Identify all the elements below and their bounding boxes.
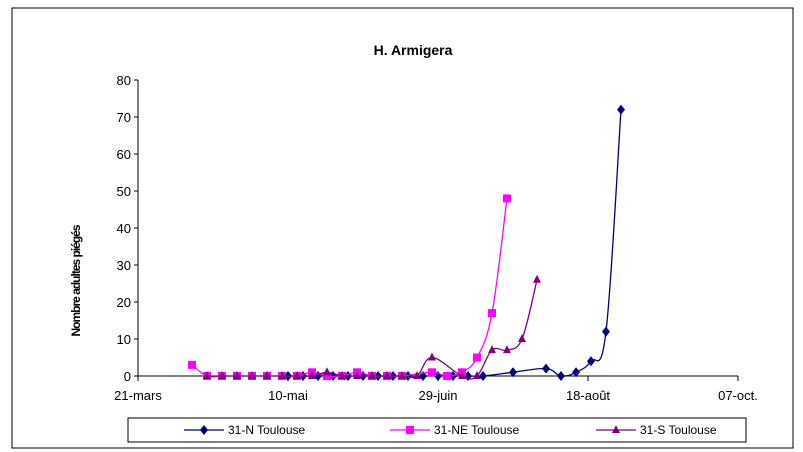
- data-point: [587, 356, 595, 367]
- y-tick-label: 80: [117, 73, 131, 88]
- data-point: [557, 371, 565, 381]
- y-tick-label: 70: [117, 110, 131, 125]
- data-point: [293, 371, 301, 379]
- data-point: [368, 371, 376, 379]
- data-point: [509, 367, 517, 378]
- series-layer: [188, 104, 625, 381]
- data-point: [188, 360, 196, 369]
- data-point: [218, 371, 226, 379]
- series-3: [203, 274, 541, 380]
- data-point: [503, 345, 511, 354]
- data-point: [443, 372, 451, 380]
- data-point: [479, 371, 487, 381]
- legend-item: 31-N Toulouse: [184, 423, 305, 437]
- data-point: [398, 371, 406, 379]
- data-point: [488, 309, 496, 318]
- legend-item: 31-S Toulouse: [596, 423, 717, 437]
- data-point: [428, 368, 436, 377]
- data-point: [572, 367, 580, 378]
- data-point: [413, 371, 421, 379]
- data-point: [473, 353, 481, 362]
- data-point: [488, 345, 496, 354]
- data-point: [473, 371, 481, 379]
- data-point: [428, 352, 436, 361]
- series-line: [207, 279, 538, 380]
- y-tick-label: 10: [117, 332, 131, 347]
- y-tick-label: 20: [117, 295, 131, 310]
- data-point: [263, 371, 271, 379]
- x-tick-label: 10-mai: [268, 388, 308, 403]
- x-tick-label: 29-juin: [418, 388, 457, 403]
- data-point: [323, 367, 331, 376]
- data-point: [617, 104, 625, 115]
- data-point: [338, 371, 346, 379]
- x-tick-label: 18-août: [566, 388, 610, 403]
- data-point: [518, 334, 526, 342]
- legend-marker: [406, 426, 414, 434]
- data-point: [542, 363, 550, 374]
- legend-marker: [200, 425, 208, 435]
- data-point: [203, 371, 211, 379]
- data-point: [503, 194, 511, 203]
- data-point: [602, 326, 610, 337]
- y-tick-label: 50: [117, 184, 131, 199]
- legend-label: 31-S Toulouse: [640, 423, 717, 437]
- data-point: [458, 371, 466, 379]
- chart-title: H. Armigera: [374, 42, 453, 58]
- data-point: [533, 274, 541, 283]
- legend-marker: [612, 425, 620, 433]
- legend-label: 31-NE Toulouse: [434, 423, 519, 437]
- data-point: [248, 371, 256, 379]
- y-tick-label: 60: [117, 147, 131, 162]
- x-tick-label: 07-oct.: [718, 388, 758, 403]
- legend: 31-N Toulouse 31-NE Toulouse 31-S Toulouse: [127, 417, 747, 443]
- y-tick-label: 40: [117, 221, 131, 236]
- data-point: [233, 371, 241, 379]
- data-point: [353, 371, 361, 379]
- y-tick-label: 30: [117, 258, 131, 273]
- data-point: [323, 372, 331, 380]
- legend-item: 31-NE Toulouse: [390, 423, 519, 437]
- data-point: [383, 371, 391, 379]
- y-tick-label: 0: [124, 369, 131, 384]
- data-point: [278, 371, 286, 379]
- y-axis-label: Nombre adultes piégés: [69, 224, 83, 336]
- x-tick-label: 21-mars: [114, 388, 162, 403]
- legend-label: 31-N Toulouse: [228, 423, 305, 437]
- legend-box: [127, 417, 747, 443]
- data-point: [308, 371, 316, 379]
